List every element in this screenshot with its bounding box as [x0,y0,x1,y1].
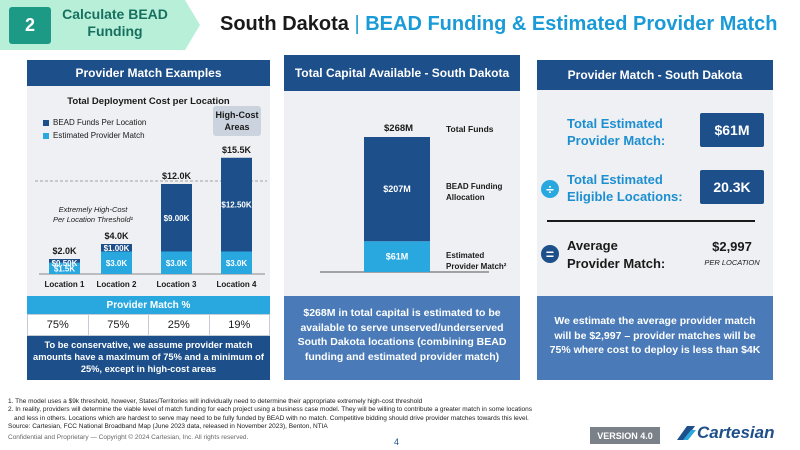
mid-bead-label-line1: BEAD Funding [446,182,503,191]
page-number: 4 [394,437,400,447]
mid-match-label-line2: Provider Match² [446,262,507,271]
pct-cell: 19% [228,319,251,331]
footnote-1: 1. The model uses a $9k threshold, howev… [8,398,423,405]
bar-label-match: $3.0K [166,259,188,268]
bar-label-bead: $12.50K [221,201,251,210]
bar-total-label: $15.5K [222,145,252,155]
version-badge: VERSION 4.0 [590,427,660,444]
legend-item-match: Estimated Provider Match [43,131,145,140]
step-number-badge: 2 [9,7,51,44]
step-label-line2: Funding [87,23,143,39]
category-label: Location 1 [44,280,85,289]
cartesian-logo-text: Cartesian [697,423,775,442]
bar-provider-match [49,262,80,274]
right-avg-unit: PER LOCATION [704,258,760,267]
threshold-label: Extremely High-Cost Per Location Thresho… [33,205,153,225]
right-row2-line2: Eligible Locations: [567,189,683,204]
bar-total-label: $12.0K [162,171,192,181]
legend-label-match: Estimated Provider Match [53,131,145,140]
high-cost-line1: High-Cost [215,110,259,120]
bar-label-bead: $1.00K [104,244,130,253]
capital-bar-match [364,241,430,272]
footnote-2: 2. In reality, providers will determine … [8,406,532,414]
bar-provider-match [161,251,192,274]
title-separator: | [354,13,360,35]
threshold-line2: Per Location Threshold¹ [52,215,134,224]
cartesian-logo: Cartesian [675,423,774,443]
mid-panel-header: Total Capital Available - South Dakota [284,55,520,91]
pct-header: Provider Match % [27,296,270,314]
title-state: South Dakota [220,13,349,35]
bar-bead-funds [49,259,80,263]
stacked-bar-chart: $1.5K$0.50K $2.0K Location 1 $3.0K $1.00K $4.… [35,145,267,289]
bar-label-match: $3.0K [226,259,248,268]
pct-cell: 75% [28,315,89,335]
right-divider [547,220,755,222]
right-avg-label: Average Provider Match: [567,237,665,273]
mid-total-funds-label: Total Funds [446,124,494,134]
capital-bar-bead [364,137,430,242]
step-label-line1: Calculate BEAD [62,6,168,22]
mid-panel-note: $268M in total capital is estimated to b… [284,296,520,380]
left-panel-note: To be conservative, we assume provider m… [27,336,270,380]
title-subtitle: BEAD Funding & Estimated Provider Match [365,13,778,35]
pct-cell: 75% [89,315,149,335]
confidential-text: Confidential and Proprietary — Copyright… [8,434,249,441]
right-panel-note: We estimate the average provider match w… [537,296,773,380]
pct-cell: 25% [149,315,210,335]
right-row2-line1: Total Estimated [567,172,663,187]
mid-match-label-line1: Estimated [446,251,485,260]
equals-icon: = [541,245,559,263]
right-row1-line2: Provider Match: [567,133,666,148]
right-row1-line1: Total Estimated [567,116,663,131]
left-panel-header: Provider Match Examples [27,60,270,86]
legend-swatch-match [43,132,49,139]
right-row2-label: Total Estimated Eligible Locations: [567,171,683,205]
legend-item-bead: BEAD Funds Per Location [43,118,146,127]
mid-bead-label: BEAD Funding Allocation [446,181,502,203]
mid-bead-label-line2: Allocation [446,193,485,202]
bar-provider-match [221,251,252,274]
footnote-source: Source: Cartesian, FCC National Broadban… [8,422,328,430]
bar-bead-funds [161,184,192,252]
pct-row: 75% 75% 25% 19% [27,314,270,336]
right-row2-value: 20.3K [700,170,764,204]
capital-match-value: $61M [386,252,409,262]
bar-total-label: $4.0K [104,231,129,241]
legend-swatch-bead [43,119,49,126]
right-avg-value: $2,997 [712,239,752,254]
footnote-2-cont: and less in others. Locations which are … [14,414,529,422]
bar-total-label: $2.0K [52,246,77,256]
capital-bead-value: $207M [383,184,411,194]
right-avg-line2: Provider Match: [567,256,666,271]
bar-bead-funds [101,244,132,252]
step-label: Calculate BEAD Funding [60,6,170,40]
bar-label-bead: $9.00K [164,214,190,223]
category-label: Location 3 [156,280,197,289]
bar-bead-funds [221,157,252,252]
cartesian-logo-icon [677,426,696,440]
category-label: Location 4 [216,280,257,289]
bar-label-bead: $0.50K [52,259,78,268]
footnotes: 1. The model uses a $9k threshold, howev… [8,398,608,431]
bar-label-match: $1.5K [54,264,76,273]
right-panel-header: Provider Match - South Dakota [537,60,773,90]
chart-title: Total Deployment Cost per Location [67,96,230,107]
bar-label-match: $3.0K [106,259,128,268]
high-cost-areas-box: High-Cost Areas [213,106,261,136]
right-row1-label: Total Estimated Provider Match: [567,115,665,149]
capital-bar-chart: $61M $207M [320,137,489,273]
threshold-line1: Extremely High-Cost [58,205,128,214]
divide-icon: ÷ [541,180,559,198]
bar-provider-match [101,251,132,274]
high-cost-line2: Areas [224,122,250,132]
legend-label-bead: BEAD Funds Per Location [53,118,147,127]
right-avg-line1: Average [567,238,618,253]
right-row1-value: $61M [700,113,764,147]
page-title: South Dakota | BEAD Funding & Estimated … [220,13,778,36]
category-label: Location 2 [96,280,137,289]
mid-total-label: $268M [384,123,414,134]
mid-match-label: Estimated Provider Match² [446,250,506,272]
